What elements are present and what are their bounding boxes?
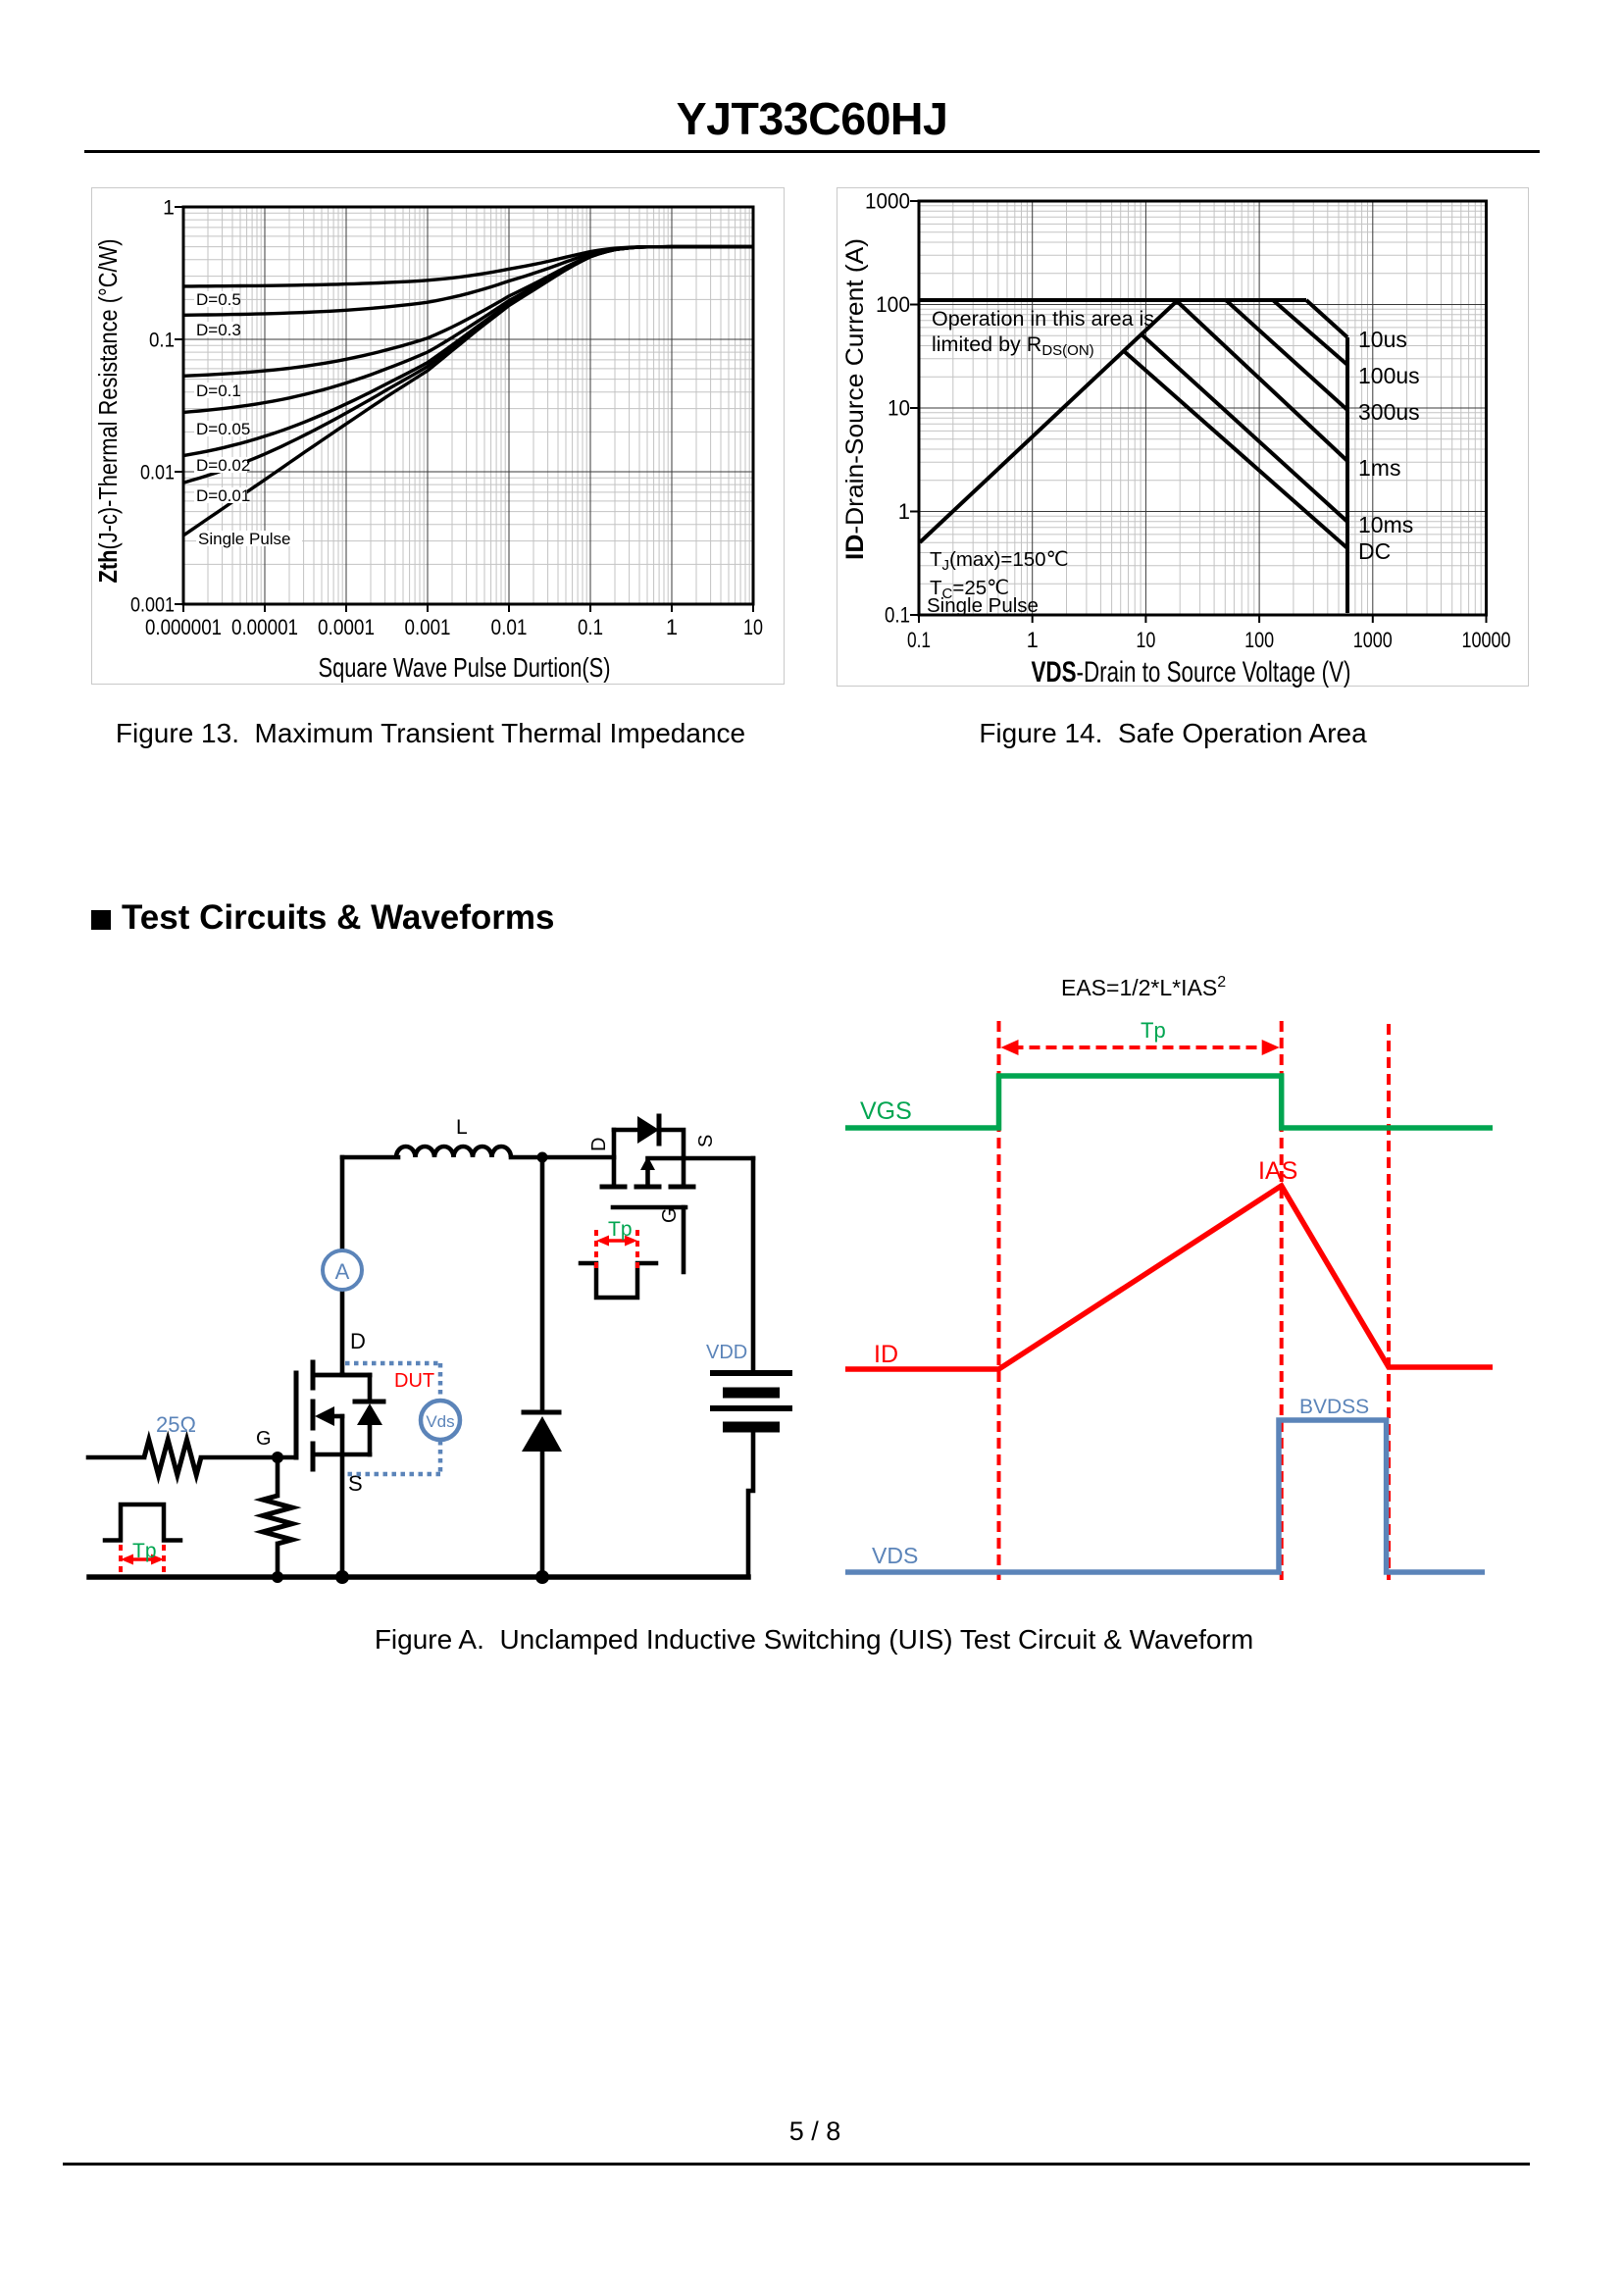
svg-text:G: G [256,1428,272,1450]
svg-text:Tp: Tp [132,1540,157,1562]
svg-text:0.000001: 0.000001 [145,615,222,639]
svg-text:TJ(max)=150℃: TJ(max)=150℃ [930,548,1069,574]
svg-text:Square Wave Pulse Durtion(S): Square Wave Pulse Durtion(S) [319,652,611,683]
svg-text:D=0.1: D=0.1 [196,382,241,400]
svg-text:25Ω: 25Ω [156,1412,196,1437]
svg-text:1ms: 1ms [1358,455,1400,481]
svg-text:D=0.3: D=0.3 [196,321,241,339]
svg-text:0.001: 0.001 [405,615,451,639]
svg-text:300us: 300us [1358,399,1420,425]
svg-text:Zth(J-c)-Thermal Resistance (: Zth(J-c)-Thermal Resistance (°C/W) [93,239,123,584]
svg-text:10000: 10000 [1462,628,1511,652]
svg-text:D: D [350,1329,366,1353]
svg-text:BVDSS: BVDSS [1299,1396,1369,1418]
svg-text:S: S [695,1135,717,1147]
svg-text:10: 10 [743,615,763,639]
svg-text:IAS: IAS [1258,1157,1297,1185]
svg-text:1: 1 [163,196,175,220]
svg-text:VDS: VDS [872,1543,918,1568]
svg-text:100: 100 [876,292,910,317]
svg-text:0.1: 0.1 [885,603,910,628]
svg-text:S: S [348,1471,363,1496]
svg-text:100us: 100us [1358,363,1420,388]
svg-text:Tp: Tp [608,1218,633,1241]
svg-text:DC: DC [1358,538,1391,564]
svg-text:Vds: Vds [426,1412,454,1431]
svg-text:1: 1 [666,615,678,639]
svg-text:0.0001: 0.0001 [318,615,375,639]
svg-text:ID: ID [874,1341,898,1368]
svg-text:0.00001: 0.00001 [231,615,298,639]
svg-text:1: 1 [898,499,910,524]
svg-text:DUT: DUT [394,1370,434,1392]
svg-text:D=0.01: D=0.01 [196,486,250,505]
svg-text:1000: 1000 [1353,628,1393,652]
svg-text:10us: 10us [1358,327,1407,352]
svg-text:10: 10 [1136,628,1155,652]
svg-text:VDD: VDD [706,1342,747,1363]
svg-text:1: 1 [1027,628,1039,652]
svg-text:VDS-Drain to Source Voltage (V: VDS-Drain to Source Voltage (V) [1032,656,1351,688]
svg-text:0.001: 0.001 [130,593,175,617]
svg-text:Tp: Tp [1141,1018,1166,1043]
svg-text:Operation in this area is: Operation in this area is [932,307,1154,331]
svg-text:0.1: 0.1 [149,329,175,352]
svg-text:D=0.02: D=0.02 [196,456,250,475]
svg-text:0.01: 0.01 [491,615,528,639]
svg-text:0.1: 0.1 [578,615,603,639]
svg-text:D: D [588,1138,610,1151]
svg-text:G: G [659,1207,681,1223]
svg-text:L: L [456,1116,468,1139]
svg-text:ID-Drain-Source Current (A): ID-Drain-Source Current (A) [841,238,869,560]
svg-text:EAS=1/2*L*IAS2: EAS=1/2*L*IAS2 [1061,974,1226,1000]
svg-text:1000: 1000 [865,189,910,214]
svg-text:D=0.05: D=0.05 [196,420,250,438]
svg-text:Single Pulse: Single Pulse [927,594,1039,617]
svg-text:VGS: VGS [860,1097,912,1125]
svg-text:0.01: 0.01 [140,461,175,484]
svg-text:limited by RDS(ON): limited by RDS(ON) [932,332,1094,359]
svg-text:0.1: 0.1 [907,628,931,652]
svg-text:10ms: 10ms [1358,512,1413,537]
svg-text:100: 100 [1244,628,1274,652]
svg-text:Single Pulse: Single Pulse [198,530,291,548]
svg-text:D=0.5: D=0.5 [196,290,241,309]
svg-text:10: 10 [888,396,910,421]
svg-text:A: A [335,1259,350,1284]
